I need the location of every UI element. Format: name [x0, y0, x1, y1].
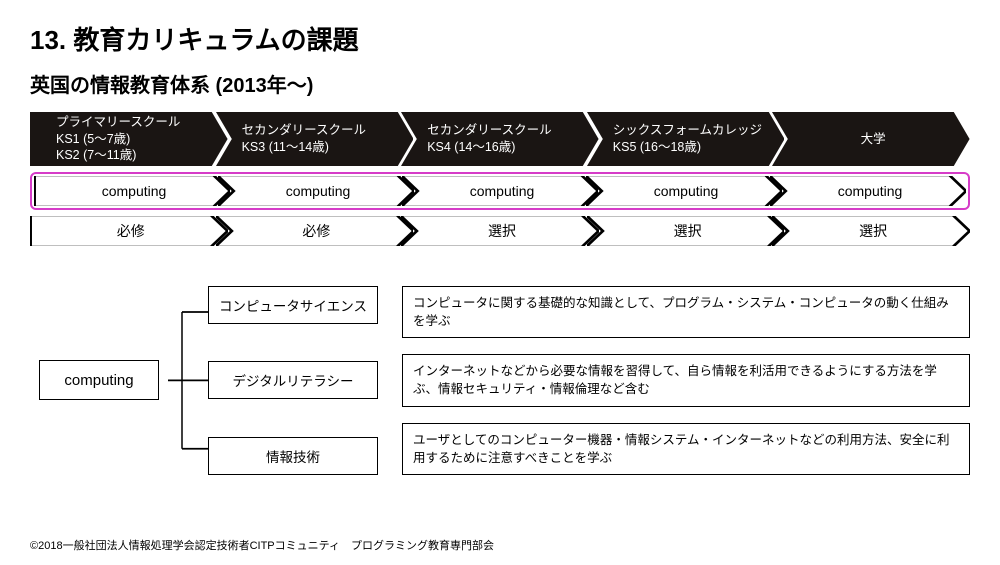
arrow-stage: 選択 [401, 216, 599, 246]
arrow-label: 選択 [613, 222, 781, 241]
arrow-stage: 必修 [216, 216, 414, 246]
page-title: 13. 教育カリキュラムの課題 [30, 20, 970, 57]
subject-arrow-row: computing computing computing computing … [34, 176, 966, 206]
computing-tree: computing コンピュータサイエンスデジタルリテラシー情報技術 コンピュー… [30, 286, 970, 475]
highlight-frame: computing computing computing computing … [30, 172, 970, 210]
tree-branch-box: デジタルリテラシー [208, 361, 378, 399]
arrow-stage: computing [770, 176, 966, 206]
arrow-label: computing [244, 182, 410, 201]
arrow-stage: セカンダリースクール KS3 (11〜14歳) [216, 112, 414, 166]
tree-desc-box: コンピュータに関する基礎的な知識として、プログラム・システム・コンピュータの動く… [402, 286, 970, 338]
arrow-stage: computing [34, 176, 230, 206]
arrow-label: 大学 [798, 131, 966, 148]
arrow-stage: computing [218, 176, 414, 206]
arrow-label: computing [60, 182, 226, 201]
arrow-stage: computing [402, 176, 598, 206]
stages-arrow-row: プライマリースクール KS1 (5〜7歳) KS2 (7〜11歳) セカンダリー… [30, 112, 970, 166]
arrow-label: セカンダリースクール KS3 (11〜14歳) [242, 122, 366, 156]
arrow-stage: セカンダリースクール KS4 (14〜16歳) [401, 112, 599, 166]
arrow-label: computing [796, 182, 962, 201]
arrow-stage: 選択 [587, 216, 785, 246]
tree-connector [168, 286, 208, 475]
arrow-label: computing [428, 182, 594, 201]
tree-desc-box: インターネットなどから必要な情報を習得して、自ら情報を利活用できるようにする方法… [402, 354, 970, 406]
tree-root-box: computing [39, 360, 159, 400]
arrow-stage: 選択 [772, 216, 970, 246]
arrow-label: プライマリースクール KS1 (5〜7歳) KS2 (7〜11歳) [56, 114, 180, 165]
arrow-label: セカンダリースクール KS4 (14〜16歳) [427, 122, 551, 156]
arrow-label: computing [612, 182, 778, 201]
arrow-label: 必修 [242, 222, 410, 241]
tree-branch-box: 情報技術 [208, 437, 378, 475]
arrow-stage: プライマリースクール KS1 (5〜7歳) KS2 (7〜11歳) [30, 112, 228, 166]
arrow-label: シックスフォームカレッジ KS5 (16〜18歳) [613, 122, 762, 156]
arrow-stage: 大学 [772, 112, 970, 166]
arrow-label: 必修 [56, 222, 224, 241]
page-subtitle: 英国の情報教育体系 (2013年〜) [30, 69, 970, 98]
arrow-stage: computing [586, 176, 782, 206]
arrow-stage: シックスフォームカレッジ KS5 (16〜18歳) [587, 112, 785, 166]
tree-desc-box: ユーザとしてのコンピューター機器・情報システム・インターネットなどの利用方法、安… [402, 423, 970, 475]
arrow-stage: 必修 [30, 216, 228, 246]
arrow-label: 選択 [798, 222, 966, 241]
footer-copyright: ©2018一般社団法人情報処理学会認定技術者CITPコミュニティ プログラミング… [30, 537, 494, 553]
tree-branch-box: コンピュータサイエンス [208, 286, 378, 324]
arrow-label: 選択 [427, 222, 595, 241]
requirement-arrow-row: 必修 必修 選択 選択 選択 [30, 216, 970, 246]
